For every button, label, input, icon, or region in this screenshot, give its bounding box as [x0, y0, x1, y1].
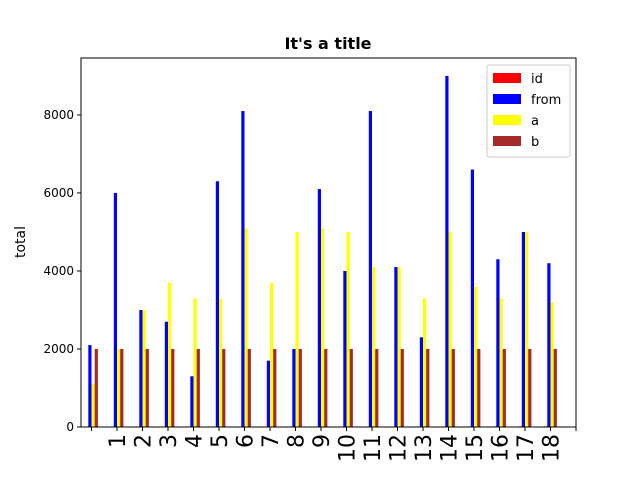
bar	[346, 231, 350, 427]
bar	[196, 348, 200, 427]
bar	[397, 267, 401, 427]
bar	[273, 348, 277, 427]
y-tick-label: 4000	[43, 264, 74, 278]
legend-swatch	[493, 73, 521, 83]
x-tick-label: 7	[259, 434, 284, 448]
bar	[525, 231, 529, 427]
bar	[550, 302, 554, 427]
x-tick-label: 4	[183, 434, 208, 448]
bar	[219, 298, 223, 427]
bar	[375, 348, 379, 427]
x-tick-label: 12	[387, 434, 412, 462]
x-tick-label: 10	[336, 434, 361, 462]
legend-box	[486, 64, 571, 158]
x-tick-label: 15	[463, 434, 488, 462]
bar	[247, 348, 251, 427]
legend: id from ab	[486, 64, 571, 158]
bar	[145, 348, 149, 427]
x-tick-label: 1	[106, 434, 131, 448]
bar	[368, 111, 372, 428]
bar	[266, 360, 270, 427]
bar	[88, 345, 92, 427]
bar	[521, 231, 525, 427]
bar	[423, 298, 427, 427]
bar	[474, 286, 478, 427]
bar	[164, 321, 168, 427]
y-tick-label: 0	[66, 420, 74, 434]
bar	[496, 259, 500, 427]
bar	[270, 282, 274, 427]
bar	[171, 348, 175, 427]
x-tick-label: 13	[412, 434, 437, 462]
x-tick-label: 14	[438, 434, 463, 462]
bar	[372, 267, 376, 427]
bar	[244, 228, 248, 427]
bar	[349, 348, 353, 427]
bar	[94, 348, 98, 427]
legend-label: a	[531, 114, 539, 129]
x-tick-label: 17	[514, 434, 539, 462]
bar	[502, 348, 506, 427]
y-tick-label: 2000	[43, 342, 74, 356]
bar	[499, 298, 503, 427]
plot-frame	[80, 57, 577, 428]
bar	[222, 348, 226, 427]
bar	[168, 282, 172, 427]
y-tick-label: 8000	[43, 108, 74, 122]
bar	[117, 348, 121, 427]
bar	[528, 348, 532, 427]
bar	[139, 309, 143, 427]
x-tick-label: 6	[234, 434, 259, 448]
bar	[190, 376, 194, 427]
bar	[215, 181, 219, 427]
bar	[394, 267, 398, 427]
x-tick-label: 2	[132, 434, 157, 448]
bar	[470, 169, 474, 427]
x-tick-label: 5	[208, 434, 233, 448]
bar	[426, 348, 430, 427]
bar	[113, 192, 117, 427]
y-tick-label: 6000	[43, 186, 74, 200]
x-tick-label: 9	[310, 434, 335, 448]
bar	[477, 348, 481, 427]
bar	[241, 111, 245, 428]
bar	[321, 228, 325, 427]
bar	[193, 298, 197, 427]
bar	[317, 189, 321, 427]
bar	[553, 348, 557, 427]
legend-swatch	[493, 136, 521, 146]
bar	[91, 384, 95, 427]
x-tick-label: 18	[540, 434, 565, 462]
bar	[445, 75, 449, 427]
bar	[448, 231, 452, 427]
bar	[451, 348, 455, 427]
bar	[298, 348, 302, 427]
legend-swatch	[493, 115, 521, 125]
bar	[324, 348, 328, 427]
x-tick-label: 11	[361, 434, 386, 462]
x-tick-label: 3	[157, 434, 182, 448]
legend-label: b	[531, 135, 539, 150]
y-axis-label: total	[13, 226, 29, 258]
legend-swatch	[493, 94, 521, 104]
x-tick-label: 16	[489, 434, 514, 462]
bar	[142, 309, 146, 427]
bar	[547, 263, 551, 427]
bar	[400, 348, 404, 427]
bar	[295, 231, 299, 427]
legend-label: id	[531, 72, 543, 87]
bar	[419, 337, 423, 427]
legend-label: from	[531, 93, 561, 108]
x-tick-label: 8	[285, 434, 310, 448]
bar	[292, 348, 296, 427]
bar	[120, 348, 124, 427]
chart-title: It's a title	[284, 34, 371, 53]
bar	[343, 270, 347, 427]
